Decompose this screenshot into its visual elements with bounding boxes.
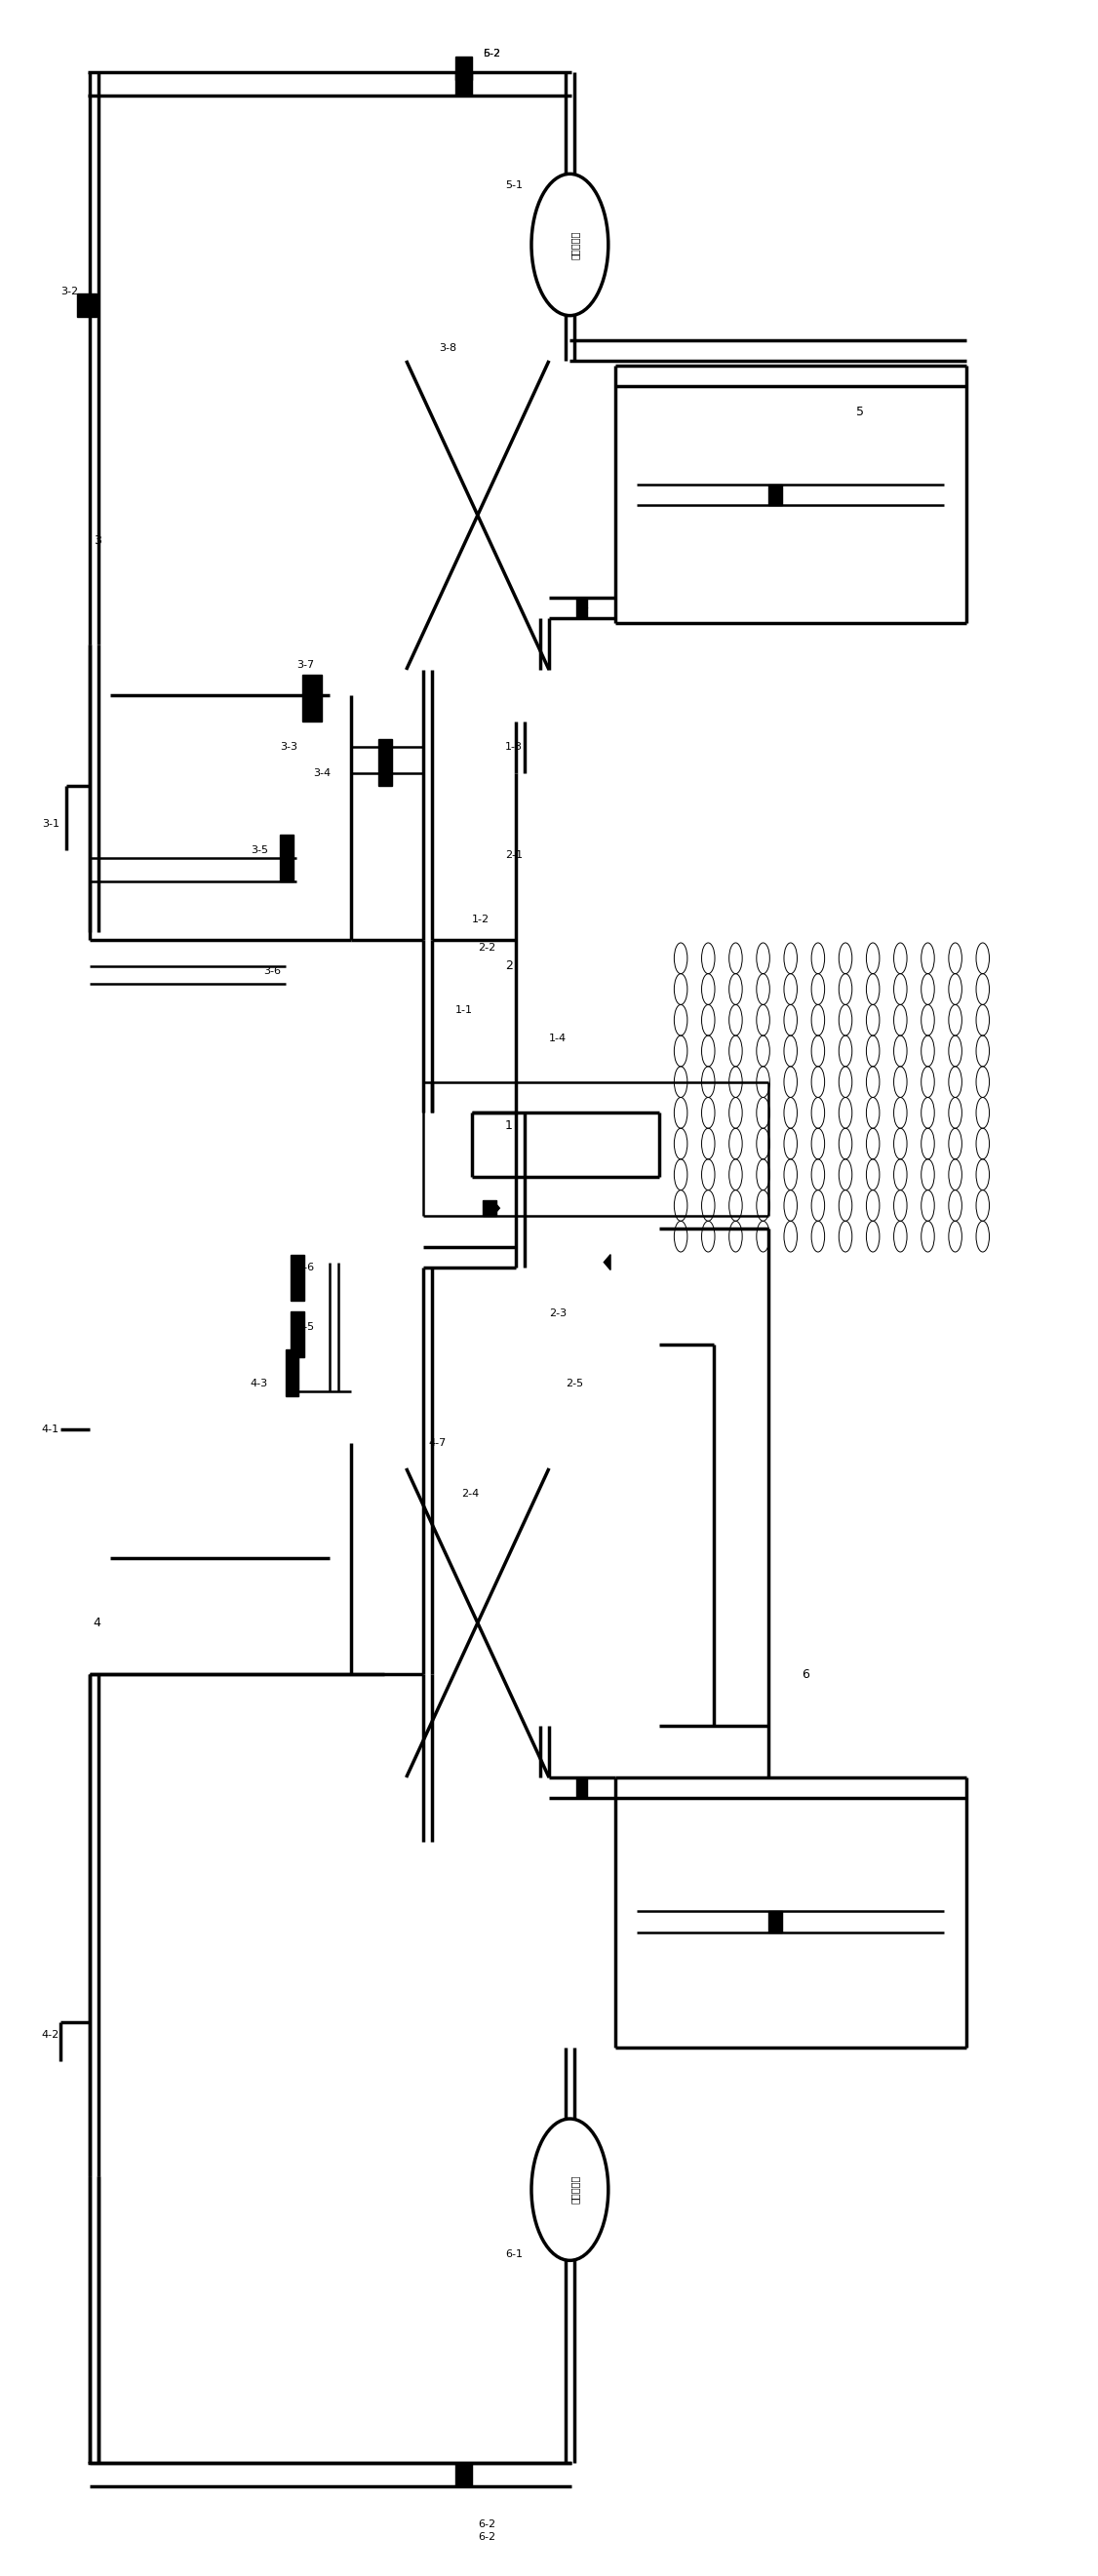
Text: 1-4: 1-4: [549, 1033, 567, 1043]
Text: 3-1: 3-1: [42, 819, 59, 829]
Text: 2-4: 2-4: [461, 1489, 479, 1499]
Bar: [576, 598, 587, 618]
Text: 4-2: 4-2: [42, 2030, 59, 2040]
Bar: [379, 739, 392, 786]
Bar: [291, 1255, 304, 1301]
Text: 6-2: 6-2: [478, 2519, 495, 2530]
Bar: [483, 1200, 496, 1216]
Text: 6-1: 6-1: [505, 2249, 523, 2259]
Text: 3-8: 3-8: [439, 343, 457, 353]
Text: 2-5: 2-5: [565, 1378, 583, 1388]
Bar: [302, 675, 322, 721]
Text: 5-2: 5-2: [483, 49, 501, 59]
Text: 2-1: 2-1: [505, 850, 523, 860]
Bar: [576, 1777, 587, 1798]
Text: 4-3: 4-3: [250, 1378, 268, 1388]
Text: 3-2: 3-2: [60, 286, 78, 296]
Bar: [456, 57, 472, 80]
Bar: [456, 72, 472, 95]
Bar: [291, 1311, 304, 1358]
Text: 2: 2: [505, 961, 513, 971]
Text: 3-4: 3-4: [313, 768, 330, 778]
Text: 2-3: 2-3: [549, 1309, 567, 1319]
Text: 1: 1: [505, 1121, 513, 1131]
Ellipse shape: [531, 173, 608, 314]
Text: 3-3: 3-3: [280, 742, 298, 752]
Text: 3-6: 3-6: [264, 966, 281, 976]
Polygon shape: [494, 1200, 500, 1213]
Text: 5: 5: [856, 407, 864, 417]
Text: 6-2: 6-2: [483, 49, 501, 59]
Text: 1-1: 1-1: [456, 1005, 473, 1015]
Bar: [456, 2463, 472, 2486]
Text: 4-1: 4-1: [42, 1425, 59, 1435]
Text: 4: 4: [93, 1618, 101, 1628]
Text: 循环抽水机: 循环抽水机: [571, 229, 580, 260]
Text: 4-5: 4-5: [296, 1321, 314, 1332]
Text: 5-1: 5-1: [505, 180, 523, 191]
Text: 4-6: 4-6: [296, 1262, 314, 1273]
Text: 3-5: 3-5: [250, 845, 268, 855]
Text: 3-7: 3-7: [296, 659, 314, 670]
Text: 1-2: 1-2: [472, 914, 490, 925]
Polygon shape: [581, 600, 587, 616]
Text: 1-3: 1-3: [505, 742, 523, 752]
Ellipse shape: [531, 2117, 608, 2262]
Text: 4-7: 4-7: [428, 1437, 446, 1448]
Bar: [280, 835, 293, 881]
Bar: [285, 1350, 299, 1396]
Polygon shape: [604, 1255, 610, 1270]
Bar: [769, 1911, 782, 1932]
Text: 6: 6: [802, 1669, 809, 1680]
Text: 6-2: 6-2: [478, 2532, 495, 2543]
Bar: [77, 294, 97, 317]
Text: 3: 3: [93, 536, 101, 546]
Bar: [769, 484, 782, 505]
Text: 循环抽水机: 循环抽水机: [571, 2174, 580, 2205]
Text: 2-2: 2-2: [478, 943, 495, 953]
